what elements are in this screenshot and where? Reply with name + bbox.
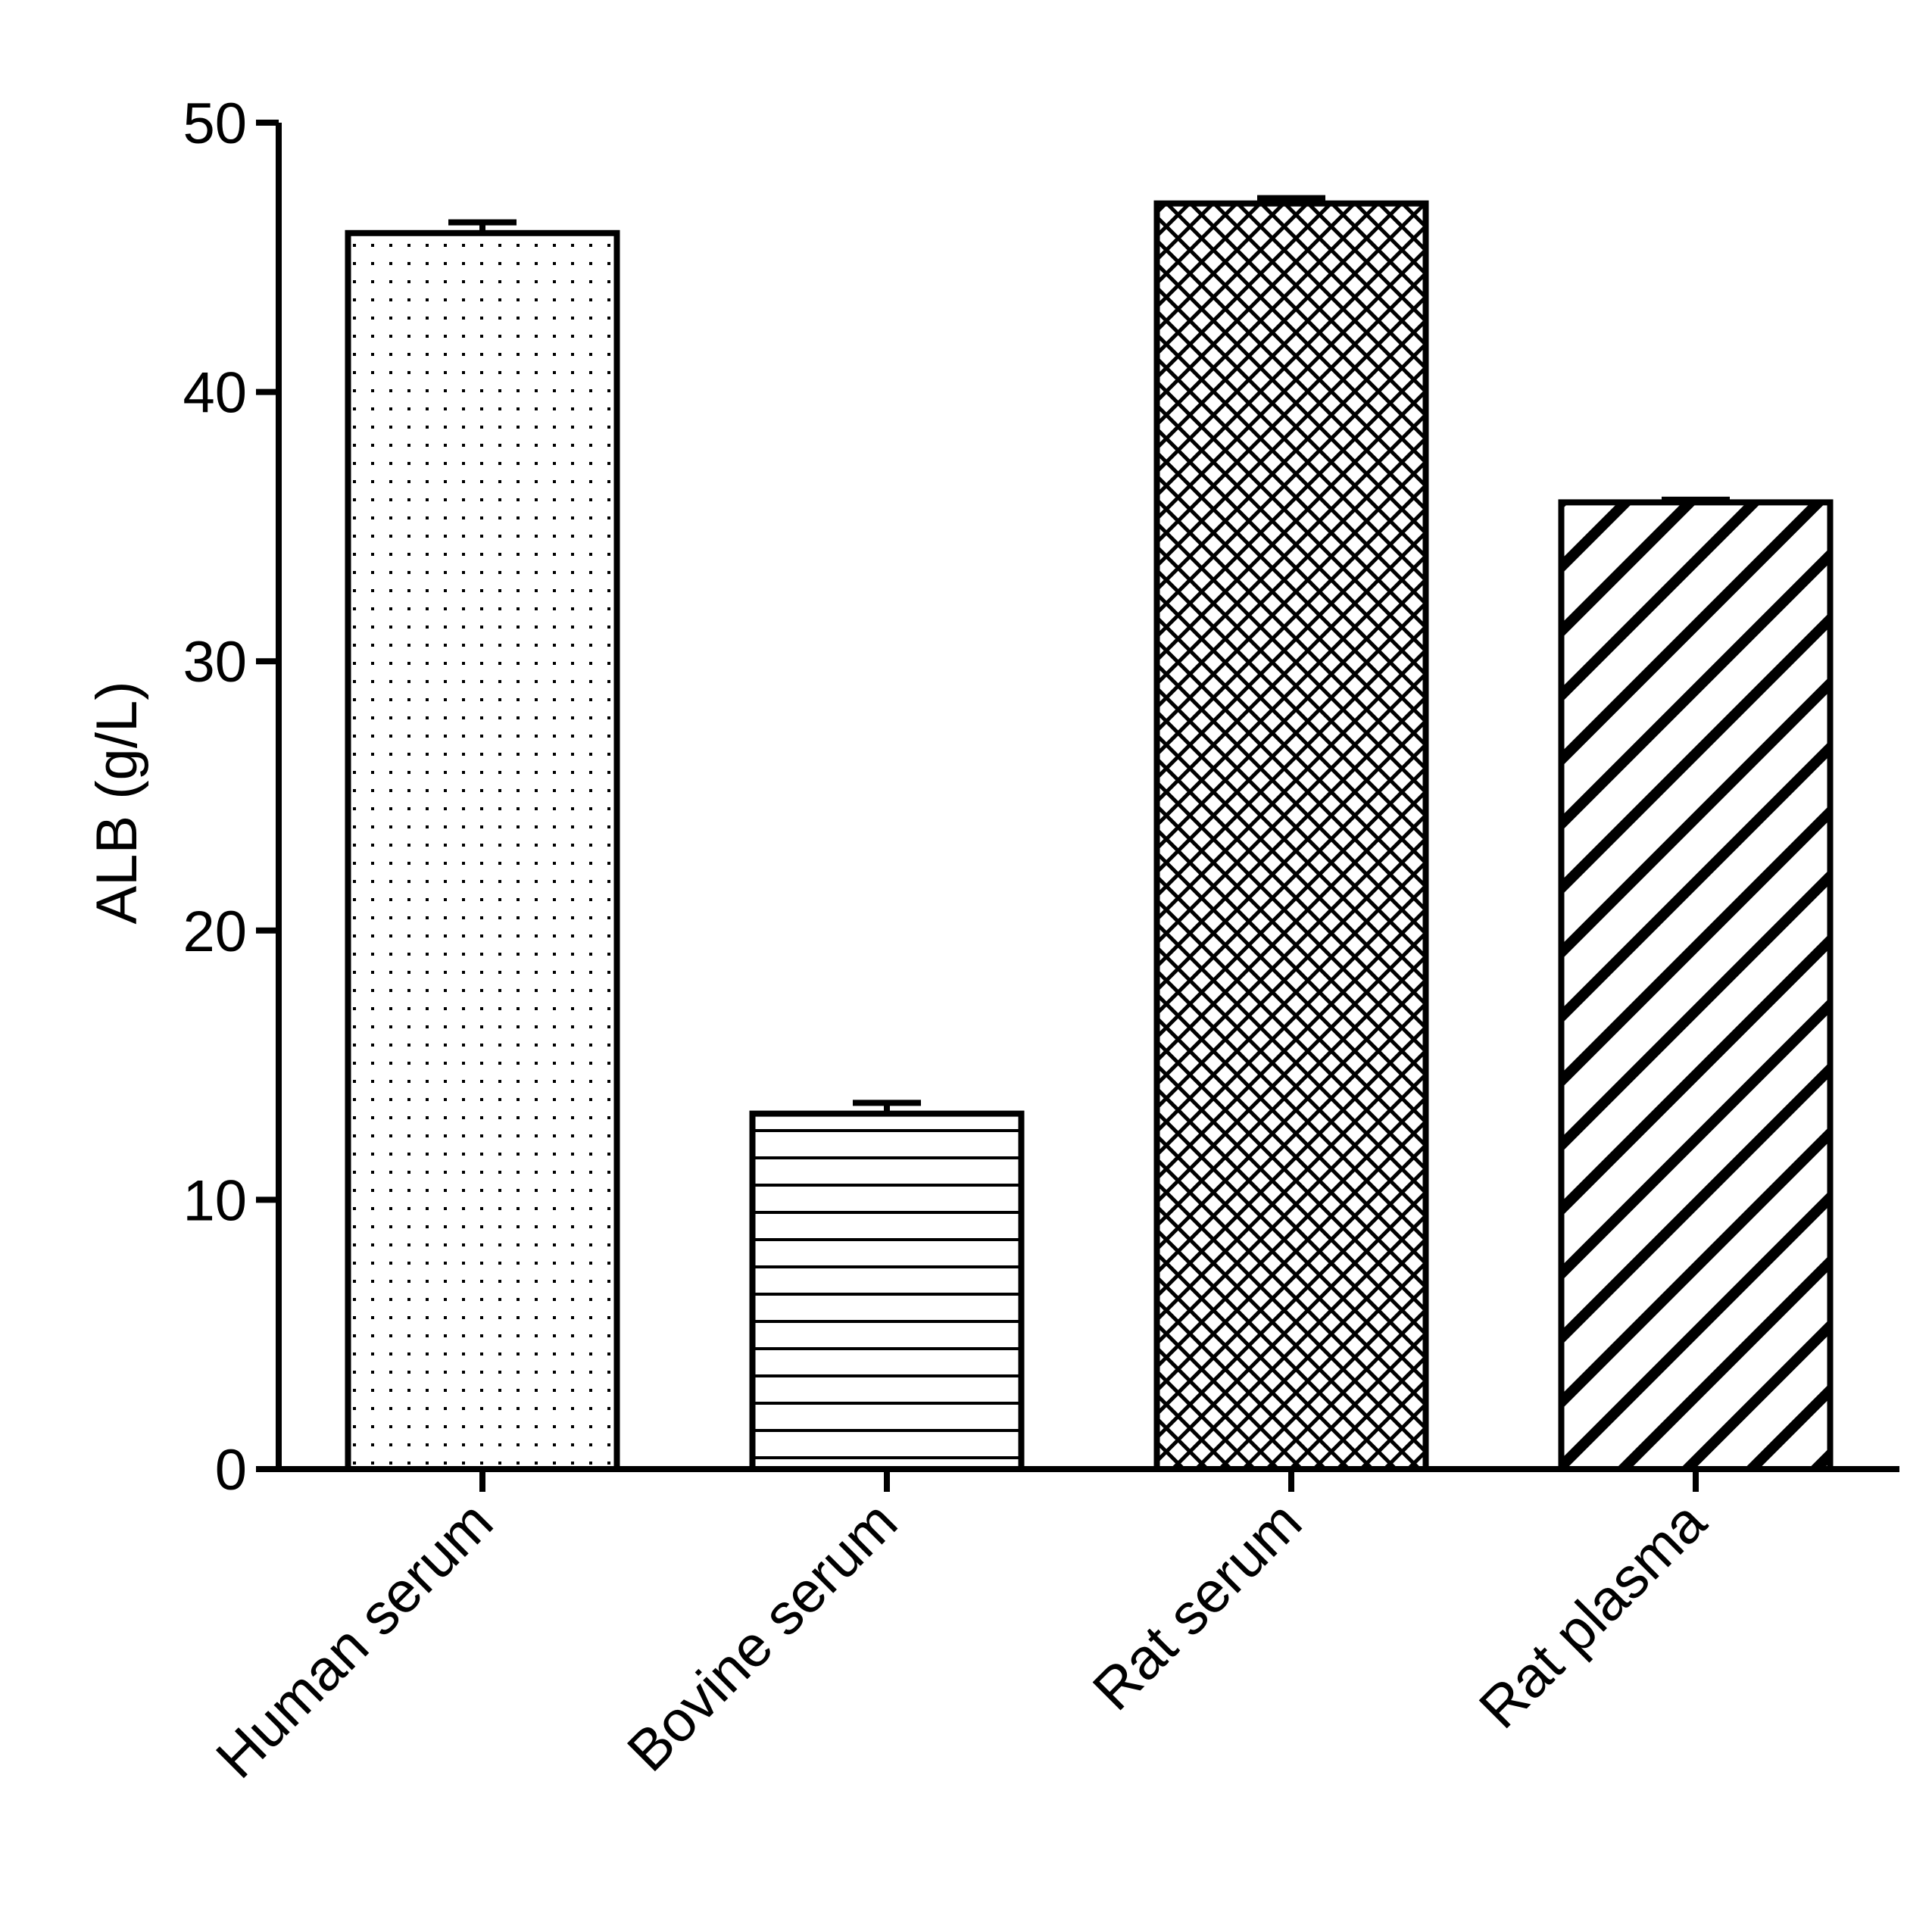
bar-group	[1153, 195, 1429, 1472]
y-tick-label: 40	[183, 361, 247, 426]
bar	[749, 1110, 1025, 1473]
y-tick-label: 30	[183, 630, 247, 694]
y-tick-label: 10	[183, 1168, 247, 1233]
x-axis	[276, 1466, 1899, 1492]
bar	[345, 229, 620, 1472]
y-tick-label: 0	[215, 1438, 247, 1502]
x-tick-label: Rat plasma	[1467, 1489, 1718, 1740]
y-axis-title: ALB (g/L)	[85, 681, 149, 924]
y-tick-label: 20	[183, 900, 247, 964]
bar-group	[1558, 496, 1834, 1472]
x-tick-label: Bovine serum	[615, 1490, 910, 1784]
y-tick-label: 50	[183, 92, 247, 156]
bar	[1153, 200, 1429, 1472]
bar-group	[749, 1100, 1025, 1473]
bar-group	[345, 219, 620, 1472]
x-tick-label: Human serum	[204, 1490, 505, 1791]
x-tick-label: Rat serum	[1081, 1490, 1314, 1723]
x-axis-labels: Human serum Bovine serum Rat serum Rat plas…	[204, 1489, 1718, 1790]
bar	[1558, 499, 1834, 1472]
y-axis-ticks: 0 10 20 30 40 50	[183, 92, 279, 1502]
bars	[345, 195, 1834, 1473]
